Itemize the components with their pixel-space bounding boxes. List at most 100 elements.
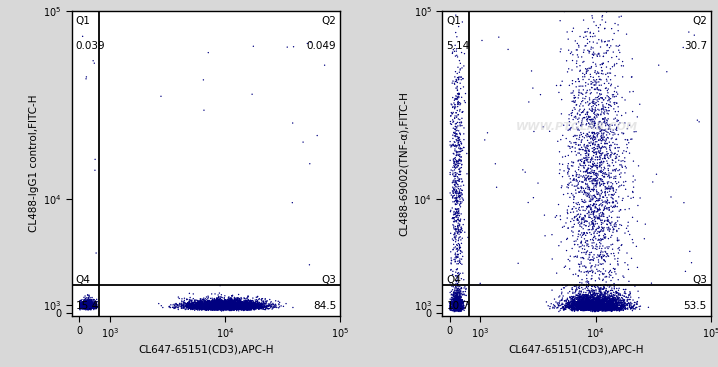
Point bbox=[85, 302, 96, 308]
Point bbox=[606, 130, 617, 135]
Point bbox=[560, 283, 572, 289]
Point bbox=[587, 300, 599, 306]
Point bbox=[573, 304, 584, 309]
Point bbox=[593, 296, 605, 302]
Point bbox=[592, 95, 603, 101]
Point bbox=[85, 301, 97, 307]
Point bbox=[595, 228, 606, 234]
Point bbox=[210, 305, 221, 310]
Point bbox=[215, 305, 227, 311]
Point bbox=[84, 304, 95, 310]
Point bbox=[602, 302, 613, 308]
Point bbox=[222, 305, 233, 311]
Point bbox=[610, 305, 621, 310]
Point bbox=[587, 294, 599, 300]
Point bbox=[206, 307, 218, 313]
Point bbox=[227, 302, 238, 308]
Point bbox=[230, 303, 242, 309]
Point bbox=[245, 299, 256, 305]
Point bbox=[225, 305, 237, 311]
Point bbox=[210, 298, 222, 304]
Point bbox=[449, 298, 461, 304]
Point bbox=[453, 303, 465, 309]
Point bbox=[210, 304, 221, 310]
Point bbox=[609, 256, 620, 262]
Point bbox=[249, 300, 261, 306]
Point bbox=[81, 304, 93, 310]
Point bbox=[88, 300, 100, 306]
Point bbox=[589, 299, 601, 305]
Point bbox=[619, 303, 630, 309]
Point bbox=[190, 304, 201, 309]
Point bbox=[575, 304, 587, 310]
Point bbox=[615, 307, 627, 313]
Point bbox=[566, 228, 577, 234]
Point bbox=[204, 305, 215, 310]
Point bbox=[211, 300, 223, 306]
Point bbox=[577, 307, 589, 313]
Point bbox=[212, 302, 223, 308]
Point bbox=[233, 301, 245, 307]
Point bbox=[84, 294, 95, 300]
Point bbox=[213, 304, 225, 309]
Point bbox=[454, 289, 466, 295]
Point bbox=[236, 304, 248, 310]
Point bbox=[591, 304, 602, 309]
Point bbox=[83, 302, 94, 308]
Point bbox=[205, 302, 217, 308]
Point bbox=[81, 300, 93, 306]
Point bbox=[89, 305, 101, 310]
Point bbox=[203, 302, 215, 308]
Point bbox=[220, 304, 231, 309]
Point bbox=[593, 299, 605, 305]
Point bbox=[226, 302, 238, 308]
Point bbox=[451, 303, 462, 309]
Point bbox=[223, 306, 235, 312]
Point bbox=[236, 300, 248, 306]
Point bbox=[452, 108, 463, 113]
Point bbox=[84, 305, 95, 311]
Point bbox=[214, 304, 225, 310]
Point bbox=[210, 302, 221, 308]
Point bbox=[240, 304, 251, 310]
Point bbox=[241, 305, 252, 310]
Point bbox=[593, 123, 605, 129]
Point bbox=[207, 304, 218, 309]
Point bbox=[607, 295, 619, 301]
Point bbox=[449, 290, 461, 296]
Point bbox=[228, 304, 240, 310]
Point bbox=[215, 299, 226, 305]
Point bbox=[452, 112, 464, 118]
Point bbox=[218, 303, 229, 309]
Point bbox=[208, 307, 219, 313]
Point bbox=[595, 297, 607, 303]
Point bbox=[588, 119, 600, 125]
Point bbox=[454, 244, 466, 250]
Point bbox=[572, 220, 584, 226]
Point bbox=[582, 292, 593, 298]
Point bbox=[605, 303, 616, 309]
Point bbox=[83, 301, 95, 307]
Point bbox=[190, 305, 202, 310]
Point bbox=[228, 302, 239, 308]
Point bbox=[572, 292, 583, 298]
Point bbox=[558, 122, 569, 128]
Point bbox=[195, 306, 207, 312]
Point bbox=[568, 140, 579, 146]
Point bbox=[185, 302, 197, 308]
Point bbox=[568, 298, 579, 304]
Point bbox=[587, 303, 599, 309]
Point bbox=[452, 181, 463, 187]
Point bbox=[192, 302, 204, 308]
Point bbox=[590, 283, 602, 288]
Point bbox=[233, 303, 245, 309]
Point bbox=[222, 303, 233, 309]
Point bbox=[231, 302, 243, 308]
Point bbox=[567, 305, 578, 310]
Point bbox=[200, 300, 212, 306]
Point bbox=[227, 304, 238, 310]
Point bbox=[455, 224, 467, 230]
Point bbox=[592, 198, 604, 204]
Point bbox=[236, 307, 248, 313]
Point bbox=[612, 258, 623, 264]
